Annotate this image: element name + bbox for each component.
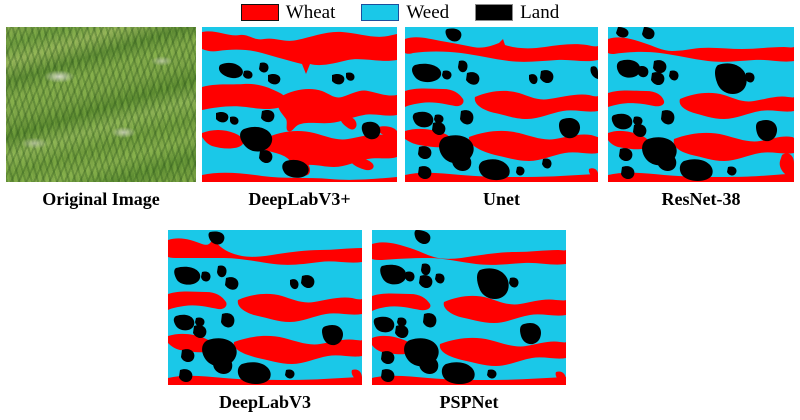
legend-label-weed: Weed (406, 1, 450, 23)
land-regions (412, 28, 598, 181)
wheat-color-swatch-icon (240, 3, 279, 21)
segmentation-map-deeplabv3 (168, 230, 362, 385)
segmentation-map-deeplabv3plus (202, 27, 397, 182)
legend: Wheat Weed Land (0, 0, 800, 24)
panel-unet (405, 27, 598, 182)
caption-resnet38: ResNet-38 (661, 189, 741, 209)
weed-color-swatch-icon (361, 3, 400, 21)
segmentation-map-pspnet (372, 230, 566, 385)
wheat-regions (372, 242, 566, 385)
legend-label-land: Land (520, 1, 560, 23)
caption-deeplabv3: DeepLabV3 (218, 392, 311, 412)
caption-deeplabv3plus: DeepLabV3+ (248, 189, 351, 209)
panel-original-image (6, 27, 196, 182)
legend-label-wheat: Wheat (285, 1, 336, 23)
panel-pspnet (372, 230, 566, 385)
panel-deeplabv3 (168, 230, 362, 385)
wheat-regions (405, 37, 598, 182)
land-regions (373, 230, 542, 384)
legend-item-land: Land (475, 3, 559, 22)
land-regions (216, 62, 381, 178)
segmentation-map-resnet38 (608, 27, 794, 182)
land-regions (611, 27, 778, 181)
land-color-swatch-icon (475, 3, 514, 21)
panel-deeplabv3plus (202, 27, 397, 182)
segmentation-map-unet (405, 27, 598, 182)
panel-resnet38 (608, 27, 794, 182)
caption-original-image: Original Image (42, 189, 160, 209)
caption-pspnet: PSPNet (439, 392, 499, 412)
land-regions (173, 231, 344, 384)
legend-item-wheat: Wheat (240, 1, 336, 23)
caption-unet: Unet (483, 189, 520, 209)
legend-item-weed: Weed (361, 3, 449, 22)
